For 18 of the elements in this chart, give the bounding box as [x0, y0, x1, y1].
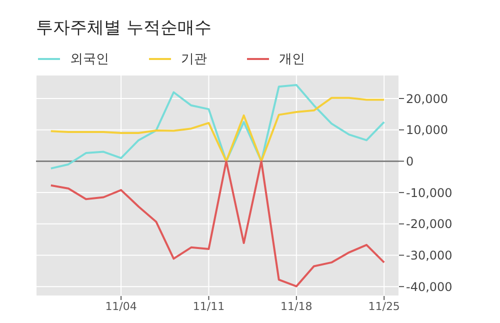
line-series — [50, 96, 386, 162]
y-tick-label: -10,000 — [406, 186, 452, 200]
line-series — [50, 84, 386, 170]
y-tick-label: 10,000 — [406, 123, 448, 138]
legend-label: 외국인 — [70, 51, 109, 68]
chart-title: 투자주체별 누적순매수 — [36, 17, 212, 39]
y-tick-label: -30,000 — [406, 248, 452, 263]
y-tick-label: 0 — [406, 154, 414, 168]
line-series — [50, 160, 386, 288]
legend-label: 기관 — [181, 51, 207, 68]
x-tick-label: 11/11 — [192, 300, 225, 313]
legend-label: 개인 — [279, 51, 305, 68]
y-tick-label: 20,000 — [406, 92, 448, 106]
y-tick-label: -40,000 — [406, 280, 452, 294]
y-tick-label: -20,000 — [406, 217, 452, 232]
x-tick-label: 11/18 — [280, 300, 312, 313]
x-tick-label: 11/04 — [105, 300, 137, 313]
x-tick-label: 11/25 — [368, 300, 400, 313]
